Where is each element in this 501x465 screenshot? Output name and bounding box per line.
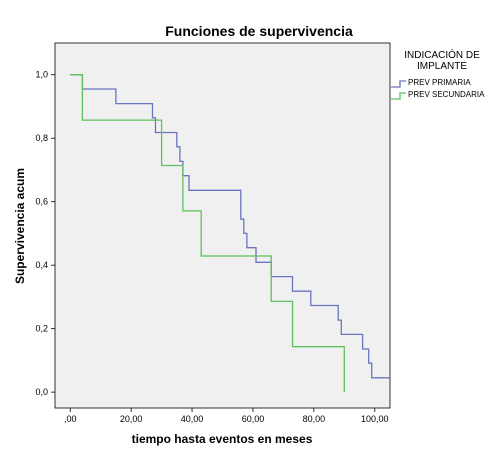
x-tick-label: 40,00 [181, 414, 204, 424]
x-axis-label: tiempo hasta eventos en meses [132, 432, 313, 446]
legend-label-0: PREV PRIMARIA [408, 78, 471, 87]
x-tick-label: ,00 [64, 414, 77, 424]
y-axis-label: Supervivencia acum [13, 168, 27, 284]
chart-title: Funciones de supervivencia [165, 23, 353, 39]
x-tick-label: 20,00 [120, 414, 143, 424]
legend-label-1: PREV SECUNDARIA [408, 90, 485, 99]
y-tick-label: 0,2 [35, 324, 48, 334]
legend: INDICACIÓN DE IMPLANTE PREV PRIMARIA PREV… [391, 48, 485, 100]
series-line-0 [70, 74, 390, 379]
y-tick-label: 0,8 [35, 133, 48, 143]
y-tick-label: 0,0 [35, 387, 48, 397]
plot-area [54, 42, 391, 409]
y-axis-ticks: 0,0 0,2 0,4 0,6 0,8 1,0 [35, 70, 55, 397]
x-tick-label: 60,00 [242, 414, 265, 424]
series-line-1 [70, 74, 345, 393]
legend-title-line-2: IMPLANTE [417, 61, 467, 72]
legend-title-line-1: INDICACIÓN DE [404, 48, 480, 61]
series-lines [70, 74, 390, 393]
x-tick-label: 100,00 [361, 414, 389, 424]
legend-swatch-1 [391, 92, 406, 100]
x-tick-label: 80,00 [303, 414, 326, 424]
y-tick-label: 1,0 [35, 70, 48, 80]
legend-swatch-0 [391, 80, 406, 88]
y-tick-label: 0,4 [35, 260, 48, 270]
y-tick-label: 0,6 [35, 197, 48, 207]
x-axis-ticks: ,00 20,00 40,00 60,00 80,00 100,00 [64, 408, 389, 424]
